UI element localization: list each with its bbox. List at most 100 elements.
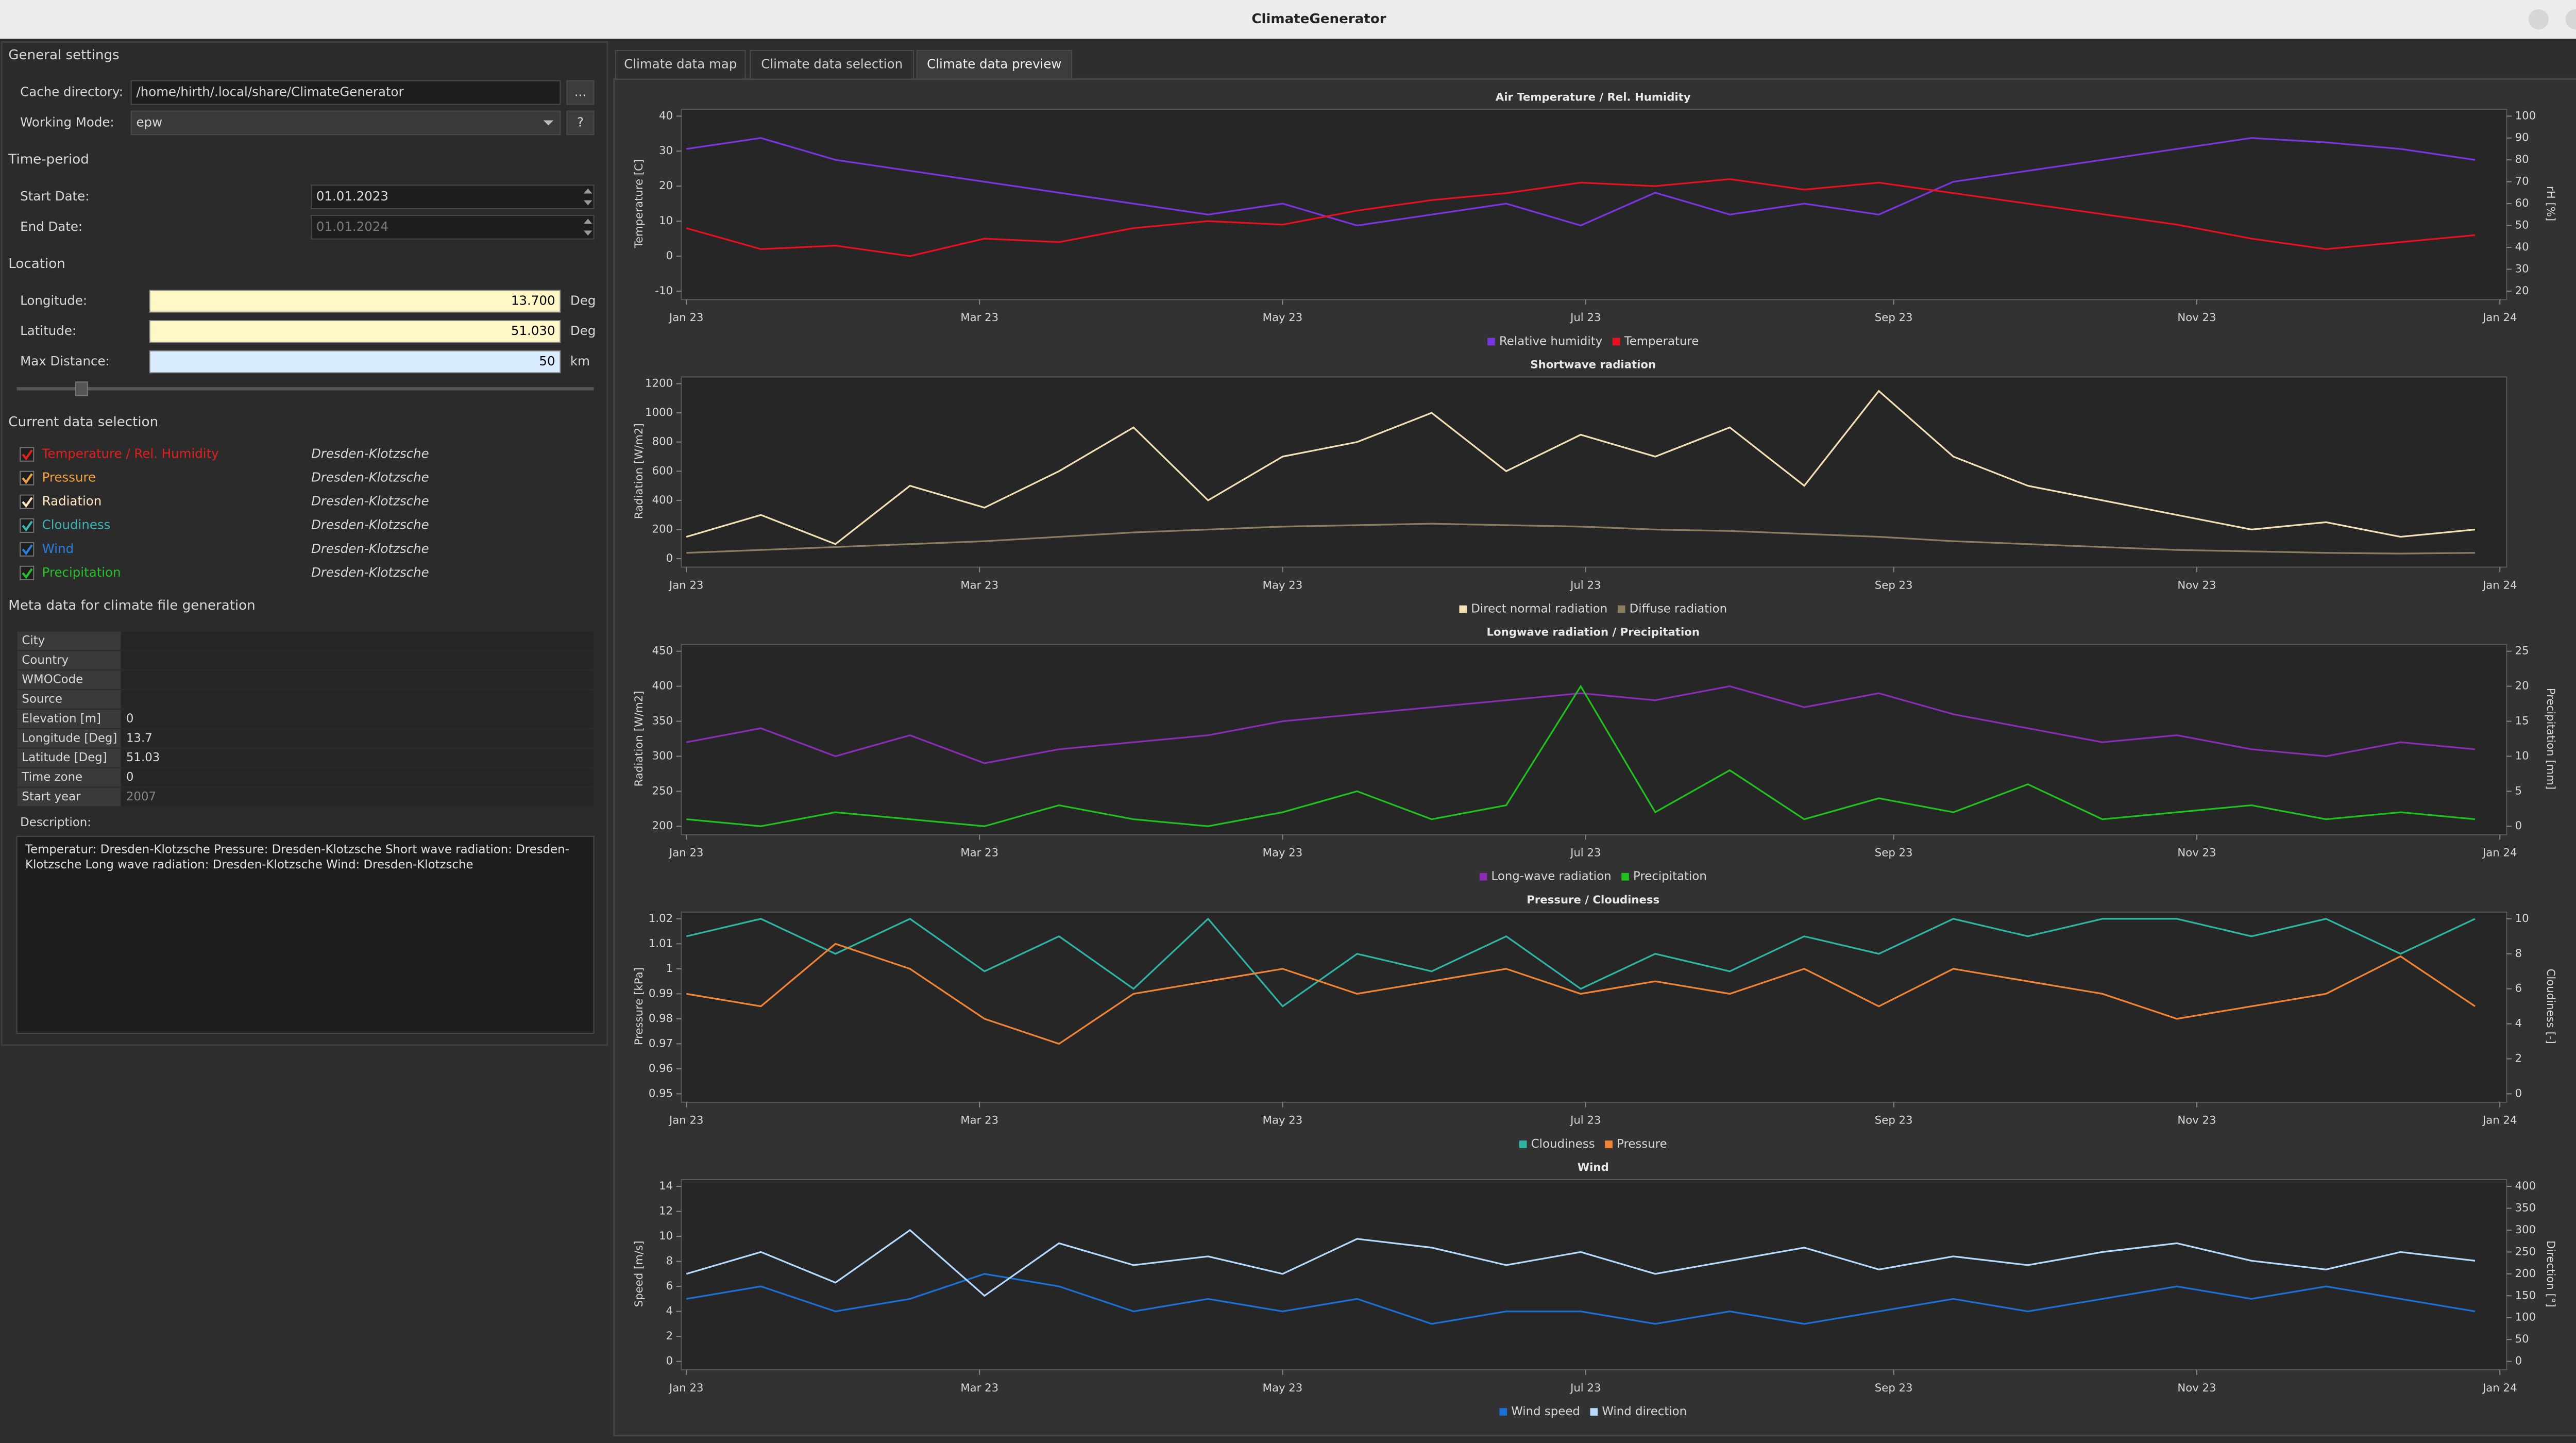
y2-tick-label: 100: [2515, 109, 2536, 122]
meta-value-cell[interactable]: [121, 650, 595, 671]
x-tick-label: Jan 23: [668, 311, 703, 324]
meta-value-cell[interactable]: [121, 689, 595, 710]
tab[interactable]: [750, 49, 914, 80]
y2-tick-label: 0: [2515, 1355, 2522, 1368]
date-input[interactable]: [311, 184, 595, 209]
maximize-button[interactable]: [2565, 9, 2576, 30]
meta-value: 2007: [126, 790, 156, 803]
x-tick-label: Mar 23: [960, 1382, 998, 1395]
unit-label: Deg: [570, 293, 596, 308]
x-tick-label: Jul 23: [1569, 579, 1601, 592]
series-line: [686, 684, 2476, 827]
chart-title: Air Temperature / Rel. Humidity: [1496, 91, 1691, 104]
x-tick-label: Nov 23: [2177, 1114, 2216, 1127]
y-tick-label: 400: [652, 680, 673, 693]
tab[interactable]: [615, 49, 746, 80]
meta-value-cell[interactable]: [121, 669, 595, 691]
meta-value: 0: [126, 770, 134, 784]
y-tick-label: 200: [652, 819, 673, 832]
x-tick-label: Sep 23: [1875, 847, 1913, 860]
y-axis-label: Pressure [kPa]: [633, 967, 646, 1045]
data-item-name: Radiation: [42, 494, 102, 509]
combo-arrow: [543, 120, 554, 126]
checkmark: [22, 568, 33, 579]
y-tick-label: 0.99: [649, 987, 673, 1000]
minimize-button[interactable]: [2528, 9, 2549, 30]
meta-value-cell[interactable]: [121, 767, 595, 788]
input-value: /home/hirth/.local/share/ClimateGenerato…: [136, 85, 404, 99]
y-tick-label: 8: [666, 1255, 673, 1268]
section-title: Location: [8, 256, 65, 272]
y-tick-label: 1.02: [649, 912, 673, 925]
series-line: [686, 390, 2476, 545]
button[interactable]: [566, 110, 595, 136]
legend-label: Wind direction: [1602, 1405, 1687, 1418]
tab[interactable]: [916, 49, 1072, 80]
meta-value-cell[interactable]: [121, 630, 595, 651]
y2-tick-label: 70: [2515, 175, 2529, 188]
text-input[interactable]: [130, 80, 561, 105]
y2-tick-label: 25: [2515, 645, 2529, 658]
x-tick-label: Sep 23: [1875, 1382, 1913, 1395]
y-tick-label: 12: [659, 1205, 673, 1218]
meta-label: Start year: [22, 790, 81, 803]
y2-axis-label: rH [%]: [2544, 186, 2557, 221]
y2-tick-label: 10: [2515, 749, 2529, 762]
section-title: Meta data for climate file generation: [8, 598, 255, 613]
spin-arrows: [584, 219, 592, 236]
y-axis-label: Radiation [W/m2]: [633, 691, 646, 787]
y2-axis-label: Precipitation [mm]: [2544, 688, 2557, 790]
y2-tick-label: 400: [2515, 1180, 2536, 1193]
x-tick-label: May 23: [1263, 1382, 1303, 1395]
section-title: Time-period: [8, 152, 89, 167]
number-input[interactable]: [149, 320, 561, 343]
input-value: 51.030: [511, 323, 555, 338]
x-tick-label: Jan 24: [2482, 311, 2517, 324]
description-box[interactable]: [16, 835, 595, 1034]
y-tick-label: 1000: [645, 406, 673, 419]
y-tick-label: 2: [666, 1330, 673, 1343]
checkmark: [22, 497, 33, 508]
x-tick-label: Jan 24: [2482, 1114, 2517, 1127]
legend-swatch: [1617, 605, 1625, 613]
meta-value-cell[interactable]: [121, 709, 595, 729]
chart-title: Longwave radiation / Precipitation: [1487, 626, 1700, 639]
meta-value: 0: [126, 712, 134, 725]
legend-label: Pressure: [1617, 1137, 1667, 1151]
y2-tick-label: 150: [2515, 1289, 2536, 1302]
description-container: Temperatur: Dresden-Klotzsche Pressure: …: [25, 843, 569, 872]
meta-label: Source: [22, 693, 62, 706]
legend-label: Precipitation: [1633, 870, 1707, 883]
date-input[interactable]: [311, 214, 595, 240]
tab-label: Climate data map: [624, 57, 737, 72]
y2-tick-label: 200: [2515, 1267, 2536, 1280]
data-item-name: Wind: [42, 541, 74, 556]
data-item-name: Temperature / Rel. Humidity: [42, 446, 219, 461]
label: Cache directory:: [20, 85, 123, 99]
y2-tick-label: 0: [2515, 1087, 2522, 1100]
y2-tick-label: 5: [2515, 784, 2522, 797]
y-tick-label: 10: [659, 1230, 673, 1243]
slider-handle[interactable]: [75, 381, 88, 396]
combo-box[interactable]: [130, 110, 561, 136]
meta-label: WMOCode: [22, 673, 83, 686]
x-tick-label: Jul 23: [1569, 847, 1601, 860]
meta-value-cell[interactable]: [121, 747, 595, 768]
x-tick-label: Nov 23: [2177, 847, 2216, 860]
number-input[interactable]: [149, 290, 561, 313]
button[interactable]: [566, 80, 595, 105]
x-tick-label: May 23: [1263, 311, 1303, 324]
y-tick-label: 0: [666, 249, 673, 262]
meta-value-cell[interactable]: [121, 786, 595, 808]
number-input[interactable]: [149, 350, 561, 374]
y-tick-label: 0.98: [649, 1012, 673, 1025]
x-tick-label: Sep 23: [1875, 579, 1913, 592]
x-tick-label: Mar 23: [960, 847, 998, 860]
plot-area: [681, 1179, 2507, 1370]
checkmark: [22, 544, 33, 556]
meta-value-cell[interactable]: [121, 728, 595, 749]
x-tick-label: Jan 23: [668, 579, 703, 592]
x-tick-label: May 23: [1263, 579, 1303, 592]
